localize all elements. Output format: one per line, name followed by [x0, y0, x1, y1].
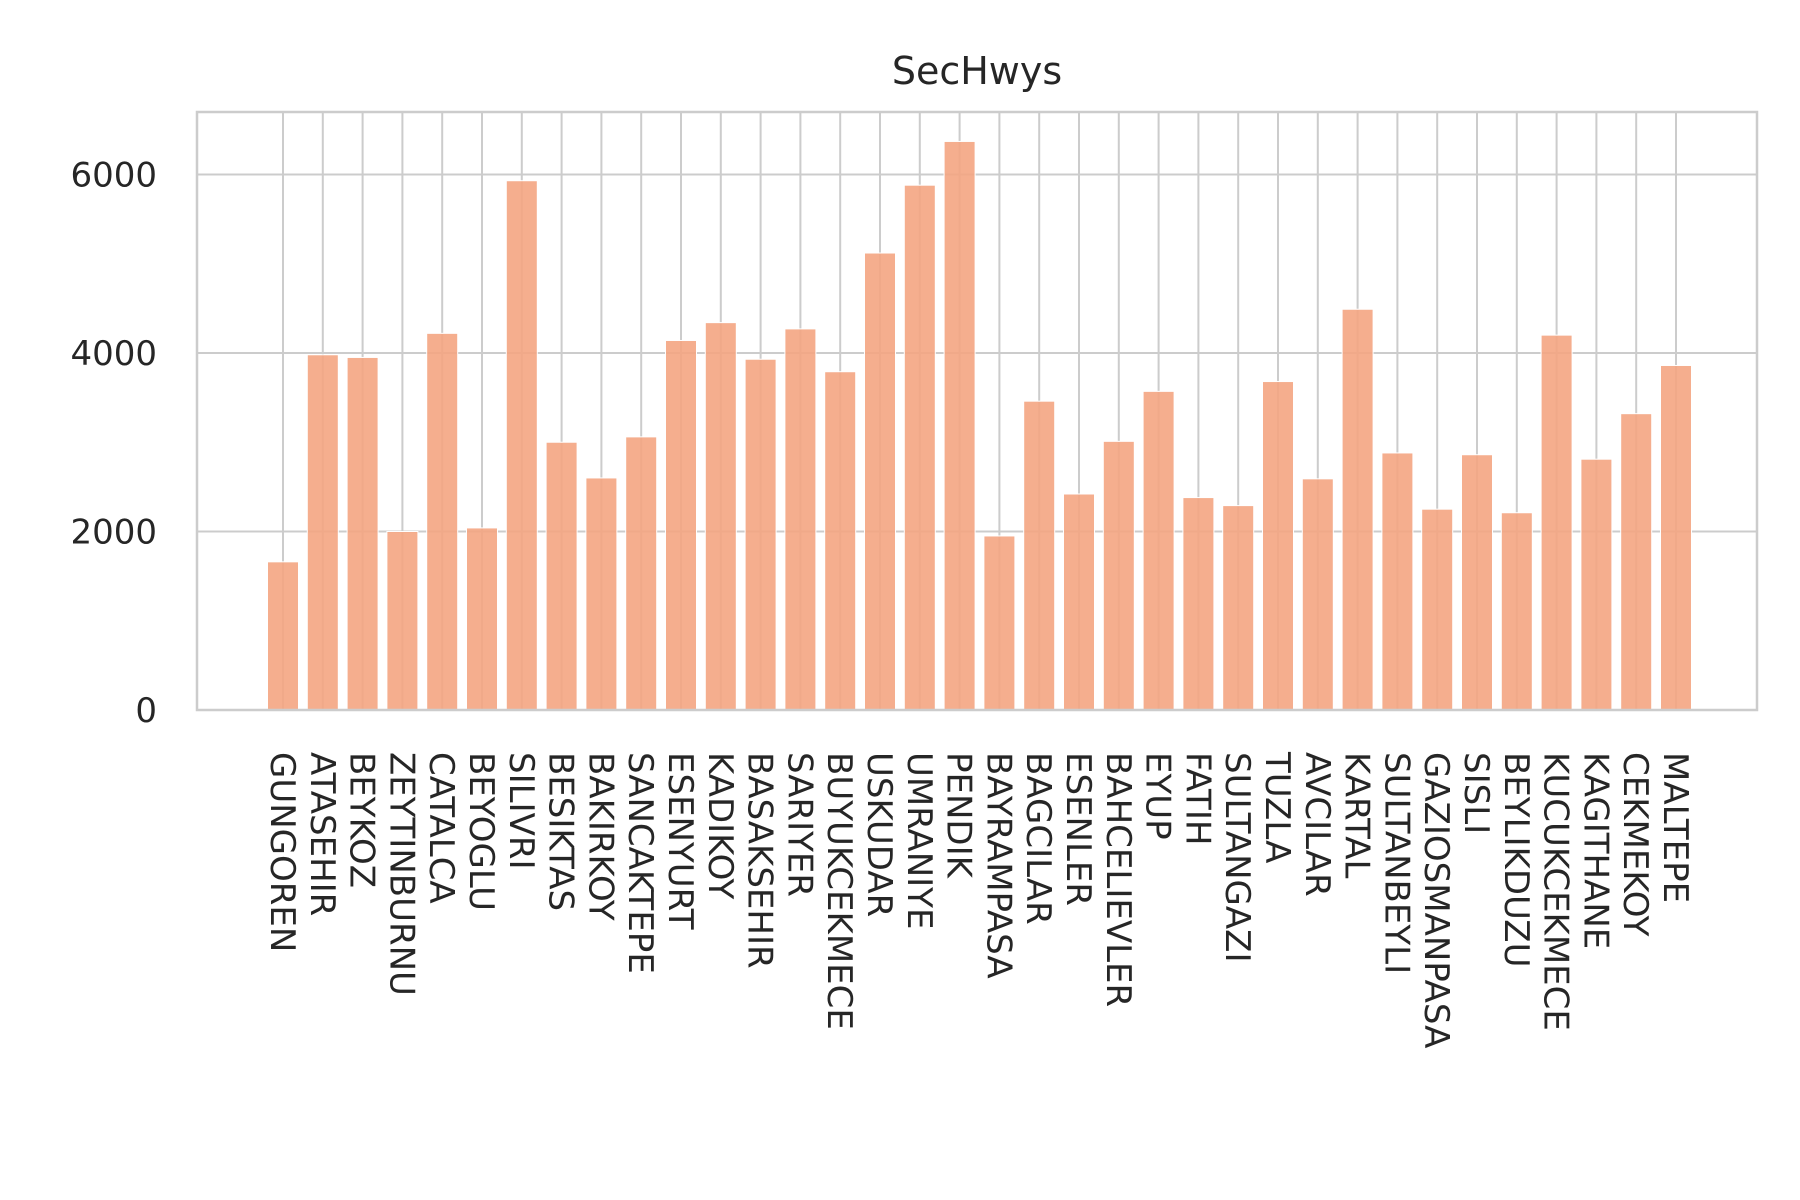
x-tick-label: ZEYTINBURNU [381, 752, 421, 996]
bar [784, 328, 817, 711]
bar [665, 339, 697, 711]
bar [1500, 512, 1533, 711]
x-tick-label: BEYOGLU [461, 752, 501, 911]
x-tick-label: BASAKSEHIR [740, 752, 780, 969]
x-tick-label: USKUDAR [859, 752, 899, 917]
bar [1262, 381, 1294, 711]
x-tick-label: KUCUKCEKMECE [1536, 752, 1576, 1031]
bar [426, 332, 459, 711]
x-tick-label: BESIKTAS [541, 752, 581, 911]
bar [1222, 505, 1255, 711]
bar [585, 477, 618, 711]
y-tick-label: 6000 [70, 155, 157, 195]
x-tick-label: SANCAKTEPE [620, 752, 660, 974]
bar [1102, 440, 1135, 711]
x-tick-label: BAHCELIEVLER [1098, 752, 1138, 1007]
bar [1341, 308, 1374, 711]
bar [903, 184, 936, 711]
x-tick-label: CEKMEKOY [1615, 752, 1655, 937]
x-tick-label: TUZLA [1257, 751, 1297, 863]
bar [545, 441, 578, 711]
bar [386, 530, 419, 711]
x-tick-label: SISLI [1456, 752, 1496, 834]
x-tick-label: SULTANGAZI [1217, 752, 1257, 962]
x-tick-label: GAZIOSMANPASA [1416, 752, 1456, 1048]
x-tick-labels: GUNGOREN ATASEHIR BEYKOZ ZEYTINBURNU CATALCA… [262, 751, 1695, 1048]
chart-title: SecHwys [892, 49, 1062, 93]
x-tick-label: ESENYURT [660, 752, 700, 930]
bar [1540, 334, 1573, 711]
bar [983, 535, 1016, 711]
bar [1142, 390, 1175, 711]
y-tick-labels: 0 2000 4000 6000 [70, 155, 157, 731]
bar [1580, 458, 1613, 711]
x-tick-label: BAKIRKOY [580, 752, 620, 921]
x-tick-label: KAGITHANE [1575, 752, 1615, 949]
x-tick-label: SILIVRI [501, 752, 541, 870]
bar [744, 358, 777, 711]
bar [704, 322, 737, 711]
x-tick-label: CATALCA [421, 752, 461, 904]
bar [1381, 452, 1414, 711]
x-tick-label: SULTANBEYLI [1376, 752, 1416, 974]
x-tick-label: FATIH [1177, 752, 1217, 845]
bar [1421, 508, 1454, 711]
y-tick-label: 2000 [70, 512, 157, 552]
bar [1301, 478, 1334, 711]
bar [1063, 493, 1095, 711]
x-tick-label: BEYKOZ [342, 752, 382, 888]
bar [824, 371, 857, 711]
x-tick-label: ESENLER [1058, 752, 1098, 906]
bar [346, 356, 379, 711]
bar [1660, 364, 1692, 711]
x-tick-label: BAGCILAR [1018, 752, 1058, 925]
x-tick-label: BAYRAMPASA [978, 752, 1018, 979]
x-tick-label: UMRANIYE [899, 752, 939, 929]
bar [1461, 454, 1493, 711]
x-tick-label: KADIKOY [700, 752, 740, 900]
x-tick-label: ATASEHIR [302, 752, 342, 916]
bar [267, 561, 299, 711]
bar [1182, 497, 1215, 711]
bar [1023, 400, 1056, 711]
x-tick-label: SARIYER [779, 752, 819, 897]
bar [505, 180, 538, 711]
bar [306, 354, 339, 711]
bar [864, 252, 896, 711]
y-tick-label: 4000 [70, 334, 157, 374]
x-tick-label: PENDIK [939, 752, 979, 880]
x-tick-label: MALTEPE [1655, 752, 1695, 903]
x-tick-label: BEYLIKDUZU [1496, 752, 1536, 968]
bar [466, 527, 498, 711]
bar [1620, 413, 1653, 711]
bar [943, 140, 976, 711]
x-tick-label: BUYUKCEKMECE [819, 752, 859, 1030]
plot-frame [195, 110, 1759, 712]
y-tick-label: 0 [135, 691, 157, 731]
x-tick-label: GUNGOREN [262, 752, 302, 952]
bar [625, 436, 658, 711]
x-tick-label: EYUP [1138, 752, 1178, 840]
x-tick-label: AVCILAR [1297, 752, 1337, 897]
x-tick-label: KARTAL [1337, 752, 1377, 878]
bars [267, 140, 1692, 711]
